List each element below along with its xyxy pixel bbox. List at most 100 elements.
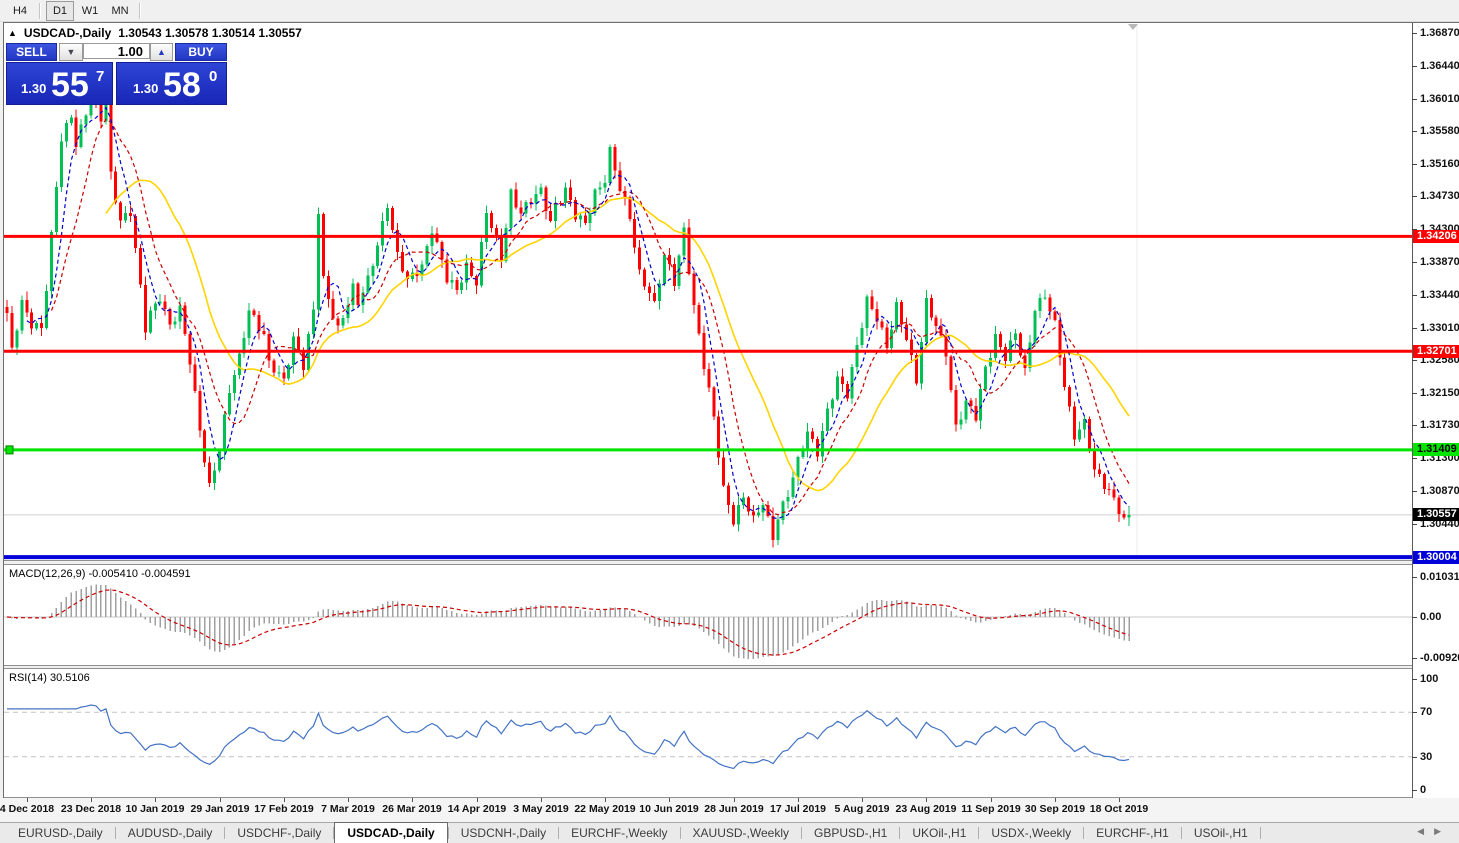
rsi-tick-label: 30 — [1420, 751, 1433, 763]
macd-indicator-label: MACD(12,26,9) -0.005410 -0.004591 — [9, 568, 191, 580]
price-level-badge: 1.30004 — [1413, 551, 1459, 564]
tab-usdx-weekly[interactable]: USDX-,Weekly — [991, 826, 1072, 840]
ohlc-quotes: 1.30543 1.30578 1.30514 1.30557 — [118, 26, 302, 40]
panel-splitter[interactable] — [4, 665, 1412, 669]
date-tick-mark — [155, 798, 156, 802]
date-tick-mark — [91, 798, 92, 802]
rsi-tick-label: 70 — [1420, 706, 1433, 718]
date-label: 23 Dec 2018 — [60, 803, 122, 815]
date-tick-mark — [798, 798, 799, 802]
rsi-tick-label: 100 — [1420, 673, 1439, 685]
price-tick-label: 1.36870 — [1420, 27, 1459, 39]
date-label: 4 Dec 2018 — [0, 803, 55, 815]
price-tick-mark — [1412, 295, 1417, 296]
collapse-panel-icon[interactable]: ▲ — [8, 28, 17, 38]
buy-price-prefix: 1.30 — [133, 81, 159, 96]
toolbar-separator — [39, 2, 41, 19]
rsi-panel-canvas[interactable] — [4, 669, 1412, 797]
sell-price-prefix: 1.30 — [21, 81, 47, 96]
date-tick-mark — [541, 798, 542, 802]
tab-gbpusd-h1[interactable]: GBPUSD-,H1 — [814, 826, 888, 840]
date-label: 17 Feb 2019 — [254, 803, 314, 815]
price-tick-mark — [1412, 360, 1417, 361]
price-tick-mark — [1412, 229, 1417, 230]
buy-price-big: 58 — [163, 66, 201, 104]
macd-tick-label: 0.010311 — [1420, 571, 1459, 583]
rsi-tick-label: 0 — [1420, 784, 1427, 796]
date-tick-mark — [1055, 798, 1056, 802]
tab-separator — [801, 827, 802, 839]
date-label: 22 May 2019 — [574, 803, 636, 815]
price-tick-mark — [1412, 262, 1417, 263]
rsi-tick-mark — [1412, 712, 1417, 713]
main-chart-canvas[interactable] — [4, 23, 1412, 560]
timeframe-button-h4[interactable]: H4 — [12, 4, 28, 17]
tab-separator — [1180, 827, 1182, 839]
price-tick-label: 1.30440 — [1420, 518, 1459, 530]
timeframe-button-w1[interactable]: W1 — [81, 4, 99, 17]
lot-increase-button[interactable]: ▲ — [150, 43, 173, 61]
tab-usoil-h1[interactable]: USOil-,H1 — [1193, 826, 1248, 840]
price-level-badge: 1.31409 — [1413, 443, 1459, 456]
timeframe-button-d1[interactable]: D1 — [46, 0, 74, 21]
panel-splitter[interactable] — [4, 560, 1412, 565]
date-tick-mark — [991, 798, 992, 802]
price-tick-mark — [1412, 491, 1417, 492]
current-bar-marker-icon — [1128, 24, 1138, 30]
tab-eurchf-weekly[interactable]: EURCHF-,Weekly — [571, 826, 668, 840]
price-tick-label: 1.33440 — [1420, 289, 1459, 301]
tab-eurusd-daily[interactable]: EURUSD-,Daily — [18, 826, 103, 840]
date-label: 10 Jan 2019 — [125, 803, 185, 815]
rsi-tick-mark — [1412, 790, 1417, 791]
tab-separator — [447, 827, 449, 839]
date-label: 28 Jun 2019 — [704, 803, 764, 815]
buy-price-box[interactable]: 1.30 58 0 — [116, 62, 227, 105]
price-tick-mark — [1412, 425, 1417, 426]
date-label: 7 Mar 2019 — [321, 803, 375, 815]
price-tick-mark — [1412, 328, 1417, 329]
price-tick-label: 1.31730 — [1420, 419, 1459, 431]
date-tick-mark — [862, 798, 863, 802]
price-tick-mark — [1412, 393, 1417, 394]
date-label: 14 Apr 2019 — [447, 803, 507, 815]
lot-size-input[interactable]: 1.00 — [83, 43, 150, 59]
price-level-badge: 1.32701 — [1413, 345, 1459, 358]
sell-button[interactable]: SELL — [6, 43, 57, 61]
price-tick-label: 1.30870 — [1420, 485, 1459, 497]
lot-decrease-button[interactable]: ▼ — [59, 43, 83, 61]
tabs-scroll-left-icon[interactable]: ◀ — [1417, 826, 1435, 836]
price-tick-mark — [1412, 196, 1417, 197]
price-axis — [1412, 23, 1459, 798]
price-tick-mark — [1412, 458, 1417, 459]
date-tick-mark — [926, 798, 927, 802]
tab-eurchf-h1[interactable]: EURCHF-,H1 — [1096, 826, 1169, 840]
tab-ukoil-h1[interactable]: UKOil-,H1 — [912, 826, 967, 840]
date-tick-mark — [412, 798, 413, 802]
sell-price-big: 55 — [51, 66, 89, 104]
macd-tick-mark — [1412, 658, 1417, 659]
macd-tick-label: -0.00920 — [1420, 652, 1459, 664]
price-level-badge: 1.30557 — [1413, 508, 1459, 521]
date-label: 23 Aug 2019 — [895, 803, 957, 815]
tab-audusd-daily[interactable]: AUDUSD-,Daily — [127, 826, 213, 840]
price-tick-label: 1.36010 — [1420, 93, 1459, 105]
tab-separator — [114, 827, 116, 839]
price-tick-label: 1.33870 — [1420, 256, 1459, 268]
sell-price-box[interactable]: 1.30 55 7 — [6, 62, 113, 105]
macd-tick-label: 0.00 — [1420, 611, 1442, 623]
timeframe-button-mn[interactable]: MN — [111, 4, 129, 17]
tab-usdcad-daily[interactable]: USDCAD-,Daily — [334, 822, 448, 843]
symbol-tab-bar: EURUSD-,Daily AUDUSD-,Daily USDCHF-,Daily U… — [0, 822, 1459, 843]
tab-usdcnh-daily[interactable]: USDCNH-,Daily — [460, 826, 547, 840]
tab-usdchf-daily[interactable]: USDCHF-,Daily — [237, 826, 322, 840]
buy-button[interactable]: BUY — [175, 43, 227, 61]
symbol-period-label: USDCAD-,Daily — [23, 26, 112, 40]
tab-separator — [978, 827, 980, 839]
date-tick-mark — [605, 798, 606, 802]
date-tick-mark — [220, 798, 221, 802]
rsi-tick-mark — [1412, 679, 1417, 680]
tab-xauusd-weekly[interactable]: XAUUSD-,Weekly — [692, 826, 789, 840]
tabs-scroll-right-icon[interactable]: ▶ — [1434, 826, 1451, 836]
price-level-badge: 1.34206 — [1413, 230, 1459, 243]
macd-panel-canvas[interactable] — [4, 565, 1412, 665]
